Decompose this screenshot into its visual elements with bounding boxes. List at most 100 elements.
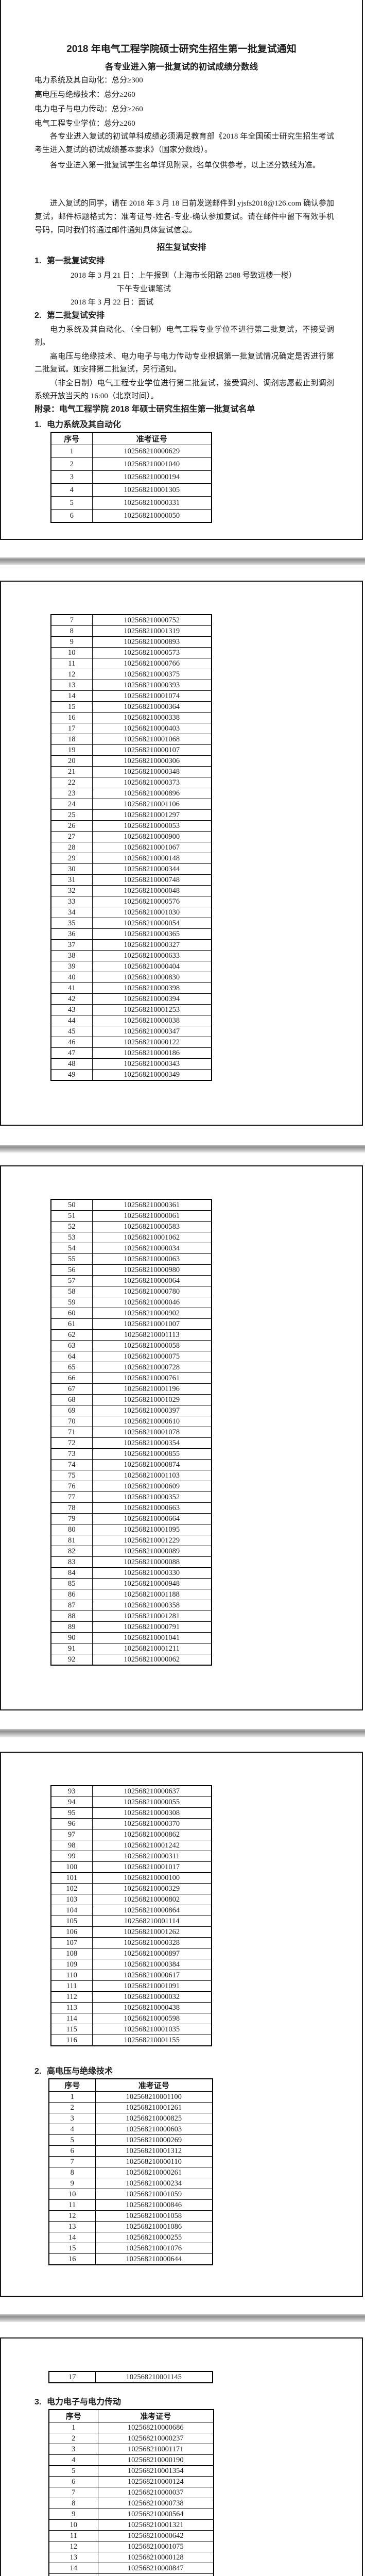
row-id-cell: 102568210001091	[92, 1980, 212, 1992]
row-id-cell: 102568210001062	[92, 1232, 212, 1243]
row-index-cell: 88	[50, 1611, 93, 1622]
row-index-cell: 99	[50, 1851, 93, 1862]
score-lines: 电力系统及其自动化：总分≥300 高电压与绝缘技术：总分≥260 电力电子与电力…	[34, 73, 143, 131]
row-id-cell: 102568210000237	[97, 2433, 214, 2444]
row-id-cell: 102568210000897	[92, 1948, 212, 1959]
row-index-cell: 18	[50, 734, 93, 745]
table-row: 103 102568210000802	[50, 1894, 212, 1905]
row-index-cell: 6	[50, 509, 93, 523]
row-id-cell: 102568210000847	[97, 2563, 214, 2574]
row-index-cell: 1	[48, 2091, 96, 2103]
row-index-cell: 92	[50, 1654, 93, 1666]
score-line: 电力系统及其自动化：总分≥300	[34, 76, 143, 84]
row-id-cell: 102568210001078	[92, 1427, 212, 1438]
table-row: 104 102568210000864	[50, 1905, 212, 1916]
row-index-cell: 61	[50, 1318, 93, 1330]
row-id-cell: 102568210000748	[92, 874, 212, 886]
table-row: 15 102568210000364	[50, 701, 212, 713]
table-row: 25 102568210001297	[50, 809, 212, 821]
row-id-cell: 102568210000728	[92, 1362, 212, 1373]
row-index-cell: 36	[50, 928, 93, 940]
row-index-cell: 4	[50, 483, 93, 497]
row-index-cell: 55	[50, 1253, 93, 1265]
row-index-cell: 7	[48, 2156, 96, 2167]
section-1-table-continued: 93 102568210000637 94 102568210000055 95 1025…	[50, 1785, 212, 2046]
table-row: 34 102568210001030	[50, 907, 212, 918]
paragraph-email: 进入复试的同学，请在 2018 年 3 月 18 日前发送邮件到 yjsfs20…	[34, 199, 334, 234]
row-index-cell: 107	[50, 1937, 93, 1948]
row-id-cell: 102568210001059	[95, 2189, 213, 2200]
row-id-cell: 102568210001281	[92, 1611, 212, 1622]
row-index-cell: 110	[50, 1970, 93, 1981]
table-row: 44 102568210000038	[50, 1015, 212, 1026]
id-header: 准考证号	[92, 432, 212, 445]
table-row: 45 102568210000347	[50, 1026, 212, 1037]
table-row: 51 102568210000061	[50, 1210, 212, 1222]
section-3-table: 序号 准考证号 1 102568210000686 2 102568210000237…	[48, 2409, 214, 2576]
row-id-cell: 102568210001302	[97, 2573, 214, 2576]
row-id-cell: 102568210000308	[92, 1807, 212, 1819]
row-index-cell: 11	[48, 2530, 98, 2541]
row-index-cell: 84	[50, 1567, 93, 1579]
row-index-cell: 106	[50, 1926, 93, 1938]
table-row: 88 102568210001281	[50, 1611, 212, 1622]
row-id-cell: 102568210000398	[92, 982, 212, 994]
row-id-cell: 102568210001113	[92, 1329, 212, 1341]
row-id-cell: 102568210001155	[92, 2035, 212, 2046]
table-row: 40 102568210000830	[50, 972, 212, 983]
table-row: 112 102568210000032	[50, 1991, 212, 2003]
table-row: 29 102568210000148	[50, 853, 212, 864]
row-id-cell: 102568210000107	[92, 744, 212, 756]
row-index-cell: 85	[50, 1578, 93, 1589]
row-id-cell: 102568210000902	[92, 1308, 212, 1319]
row-index-cell: 95	[50, 1807, 93, 1819]
row-id-cell: 102568210000347	[92, 1026, 212, 1037]
row-id-cell: 102568210000358	[92, 1600, 212, 1611]
section-2-heading: 2. 高电压与绝缘技术	[34, 2066, 113, 2077]
row-id-cell: 102568210000055	[92, 1797, 212, 1808]
row-index-cell: 26	[50, 820, 93, 832]
row-id-cell: 102568210001030	[92, 907, 212, 918]
row-index-cell: 28	[50, 842, 93, 853]
table-row: 81 102568210001229	[50, 1535, 212, 1546]
row-index-cell: 17	[50, 723, 93, 734]
id-header: 准考证号	[95, 2078, 213, 2092]
table-row: 73 102568210000855	[50, 1448, 212, 1460]
row-id-cell: 102568210000062	[92, 1654, 212, 1666]
table-row: 8 102568210000261	[48, 2167, 213, 2178]
row-id-cell: 102568210000037	[97, 2487, 214, 2498]
table-row: 4 102568210000190	[48, 2454, 214, 2466]
table-row: 68 102568210001029	[50, 1394, 212, 1405]
index-header: 序号	[50, 432, 93, 445]
row-index-cell: 59	[50, 1297, 93, 1308]
batch2-para3: （非全日制）电气工程专业学位进行第二批复试，接受调剂、调剂志愿截止到调剂系统开放…	[34, 379, 334, 400]
table-row: 15102568210001302	[48, 2573, 214, 2576]
row-index-cell: 39	[50, 961, 93, 972]
row-id-cell: 102568210000128	[97, 2552, 214, 2563]
table-row: 10 102568210000573	[50, 647, 212, 658]
page-separator	[0, 557, 365, 565]
row-index-cell: 75	[50, 1470, 93, 1481]
table-row: 7 102568210000110	[48, 2156, 213, 2167]
row-id-cell: 102568210000329	[92, 1883, 212, 1894]
table-row: 41 102568210000398	[50, 982, 212, 994]
table-row: 111 102568210001091	[50, 1980, 212, 1992]
row-id-cell: 102568210000061	[92, 1210, 212, 1222]
row-id-cell: 102568210000306	[92, 755, 212, 767]
row-index-cell: 1	[50, 445, 93, 458]
row-id-cell: 102568210001312	[95, 2145, 213, 2157]
table-row: 71 102568210001078	[50, 1427, 212, 1438]
row-index-cell: 12	[48, 2541, 98, 2552]
row-index-cell: 62	[50, 1329, 93, 1341]
row-id-cell: 102568210000148	[92, 853, 212, 864]
row-id-cell: 102568210000075	[92, 1351, 212, 1362]
row-id-cell: 102568210000573	[92, 647, 212, 658]
table-row: 56 102568210000980	[50, 1264, 212, 1276]
table-row: 11 102568210000766	[50, 658, 212, 669]
page-separator	[0, 1145, 365, 1153]
row-index-cell: 42	[50, 993, 93, 1005]
row-id-cell: 102568210001076	[95, 2243, 213, 2254]
row-index-cell: 45	[50, 1026, 93, 1037]
table-row: 24 102568210001106	[50, 799, 212, 810]
table-row: 86 102568210001188	[50, 1589, 212, 1600]
